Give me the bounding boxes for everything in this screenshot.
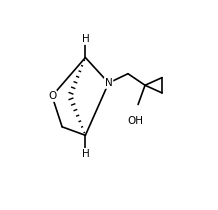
- Text: N: N: [105, 78, 112, 88]
- Text: H: H: [82, 149, 89, 159]
- Text: H: H: [82, 34, 89, 44]
- Text: O: O: [48, 91, 56, 101]
- Text: OH: OH: [128, 116, 144, 126]
